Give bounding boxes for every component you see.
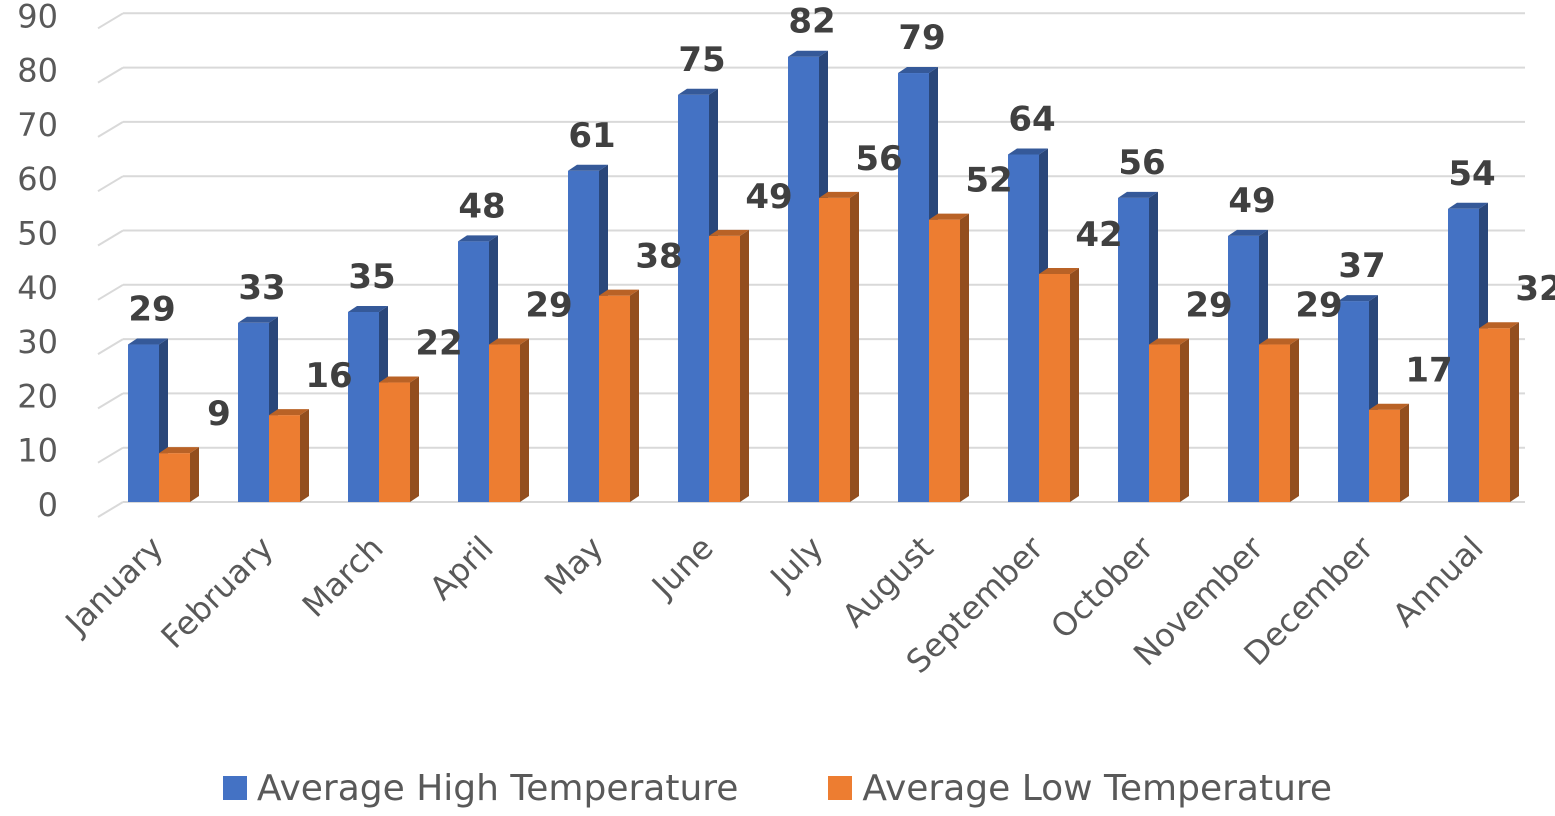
gridline-side <box>97 12 124 30</box>
gridline-side <box>97 338 124 355</box>
legend-item-high: Average High Temperature <box>222 767 739 809</box>
legend-label-high: Average High Temperature <box>256 767 739 809</box>
x-tick-label: April <box>422 529 501 608</box>
data-label-high: 35 <box>348 257 395 297</box>
bar-low <box>269 409 309 502</box>
y-tick-label: 0 <box>38 486 58 524</box>
data-label-low: 52 <box>965 161 1012 201</box>
bars <box>128 50 1519 503</box>
gridline-side <box>97 121 124 138</box>
data-label-high: 64 <box>1008 99 1055 139</box>
data-label-high: 33 <box>238 268 285 308</box>
data-label-high: 48 <box>458 186 505 226</box>
gridline-side <box>97 229 124 247</box>
y-tick-label: 20 <box>17 377 58 415</box>
gridline-side <box>97 446 124 464</box>
data-label-low: 9 <box>207 394 231 434</box>
y-tick-label: 10 <box>17 432 58 470</box>
y-tick-label: 80 <box>17 52 58 90</box>
y-tick-label: 30 <box>17 323 58 361</box>
x-tick-label: February <box>154 529 281 656</box>
gridline-side <box>97 175 124 193</box>
data-label-high: 75 <box>678 40 725 80</box>
gridline-side <box>97 501 124 518</box>
x-tick-label: August <box>835 529 941 635</box>
bar-low <box>1479 322 1519 502</box>
bar-low <box>599 289 639 502</box>
bar-low <box>1369 403 1409 502</box>
y-tick-label: 90 <box>17 0 58 35</box>
bar-low <box>819 191 859 503</box>
data-label-low: 49 <box>745 177 792 217</box>
gridline-side <box>97 66 124 84</box>
bar-low <box>929 213 969 502</box>
gridline-side <box>97 392 124 410</box>
gridline-side <box>97 283 124 301</box>
data-label-low: 29 <box>1295 286 1342 326</box>
data-label-low: 29 <box>1185 286 1232 326</box>
data-label-low: 29 <box>525 286 572 326</box>
data-label-high: 79 <box>898 18 945 58</box>
bar-low <box>489 338 529 502</box>
x-tick-label: May <box>537 529 611 603</box>
data-label-low: 38 <box>635 237 682 277</box>
data-label-high: 54 <box>1448 154 1495 194</box>
bar-low <box>709 229 749 502</box>
x-tick-label: July <box>762 529 831 598</box>
bar-high <box>458 235 498 503</box>
x-tick-label: January <box>57 529 171 643</box>
legend-swatch-low <box>828 776 853 800</box>
legend-item-low: Average Low Temperature <box>828 768 1332 809</box>
data-label-high: 56 <box>1118 143 1165 183</box>
y-tick-label: 60 <box>17 160 58 198</box>
x-tick-label: Annual <box>1385 529 1491 635</box>
data-label-low: 22 <box>415 324 462 364</box>
y-tick-label: 50 <box>17 215 58 253</box>
data-label-high: 29 <box>128 290 175 330</box>
data-label-low: 17 <box>1405 351 1452 391</box>
y-tick-label: 70 <box>17 106 58 144</box>
y-tick-label: 40 <box>17 269 58 307</box>
x-tick-label: March <box>295 529 391 625</box>
x-tick-label: June <box>643 529 721 607</box>
data-label-high: 82 <box>788 2 835 42</box>
legend-swatch-high <box>222 776 247 800</box>
bar-low <box>379 376 419 502</box>
data-label-low: 42 <box>1075 215 1122 255</box>
data-label-high: 49 <box>1228 181 1275 221</box>
y-axis: 0 10 20 30 40 50 60 70 80 90 <box>17 0 58 524</box>
data-label-high: 61 <box>568 116 615 156</box>
legend: Average High Temperature Average Low Tem… <box>0 765 1555 811</box>
bar-low <box>1149 338 1189 502</box>
legend-label-low: Average Low Temperature <box>862 767 1333 809</box>
data-label-low: 16 <box>305 356 352 396</box>
data-label-low: 56 <box>855 139 902 179</box>
data-labels: 29 9 33 16 35 22 48 29 61 38 75 49 82 56 79 52 64 42 56 29 4… <box>128 2 1555 434</box>
bar-low <box>1259 338 1299 502</box>
bar-low <box>159 447 199 502</box>
data-label-high: 37 <box>1338 246 1385 286</box>
data-label-low: 32 <box>1515 269 1555 309</box>
bar-low <box>1039 267 1079 502</box>
